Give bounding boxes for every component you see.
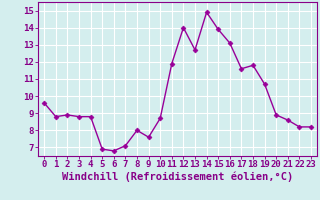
X-axis label: Windchill (Refroidissement éolien,°C): Windchill (Refroidissement éolien,°C): [62, 172, 293, 182]
